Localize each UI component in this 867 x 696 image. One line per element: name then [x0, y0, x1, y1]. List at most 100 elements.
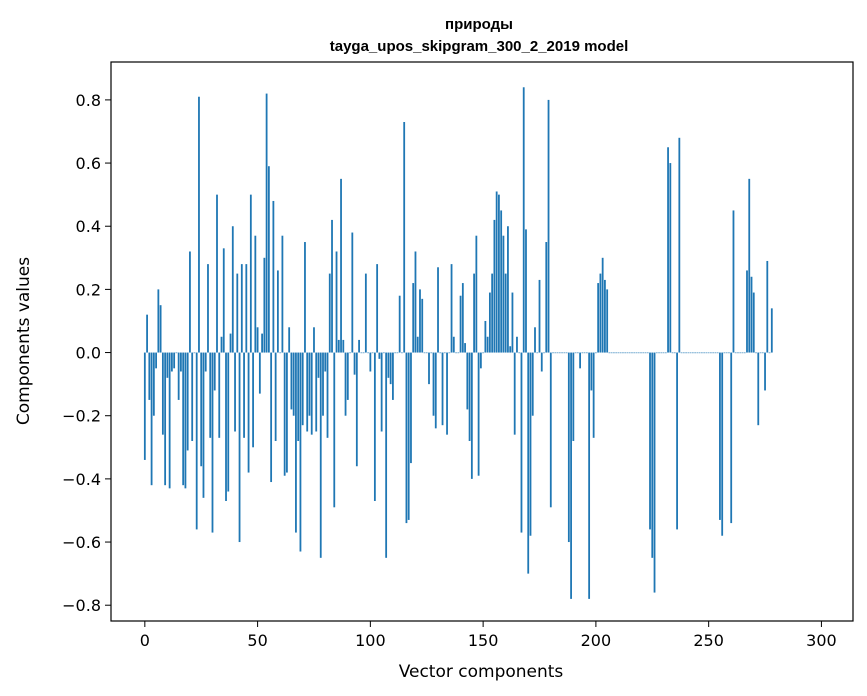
bar-57: [272, 200, 275, 353]
bar-192: [576, 352, 579, 354]
bar-68: [297, 352, 300, 441]
bar-79: [322, 352, 324, 416]
bar-36: [225, 352, 227, 501]
bar-70: [301, 352, 304, 426]
y-tick-label: −0.2: [62, 407, 101, 426]
bar-202: [599, 273, 602, 353]
bar-104: [378, 352, 381, 359]
bar-218: [635, 352, 638, 354]
bar-255: [719, 352, 721, 520]
bar-60: [279, 352, 282, 354]
bar-157: [498, 194, 500, 353]
bar-46: [247, 352, 250, 473]
bar-253: [714, 352, 717, 354]
bar-106: [382, 352, 385, 354]
bar-249: [705, 352, 708, 354]
bar-200: [594, 352, 597, 354]
bar-274: [761, 352, 764, 354]
bar-125: [425, 352, 428, 354]
bar-277: [768, 352, 771, 354]
bar-65: [290, 352, 293, 410]
bar-239: [682, 352, 685, 354]
bar-262: [734, 352, 737, 354]
bar-161: [507, 226, 509, 353]
bar-155: [493, 219, 496, 353]
bar-128: [432, 352, 435, 416]
bar-9: [164, 352, 167, 486]
bar-235: [673, 352, 676, 354]
bar-158: [500, 210, 503, 353]
bar-195: [583, 352, 586, 354]
bar-74: [310, 352, 313, 435]
bar-165: [516, 336, 518, 353]
bar-198: [590, 352, 593, 391]
bar-15: [177, 352, 180, 400]
bar-251: [710, 352, 712, 354]
bar-220: [640, 352, 642, 354]
bar-78: [319, 352, 322, 558]
bar-92: [351, 232, 354, 353]
bar-212: [622, 352, 624, 354]
y-tick-label: 0.8: [76, 91, 101, 110]
bar-225: [651, 352, 654, 558]
bar-7: [159, 305, 162, 353]
bar-261: [732, 210, 735, 353]
bar-107: [385, 352, 388, 558]
bar-276: [766, 260, 769, 353]
bar-89: [344, 352, 347, 416]
bar-98: [364, 273, 367, 353]
bar-199: [592, 352, 595, 438]
bar-58: [274, 352, 277, 441]
bar-248: [703, 352, 706, 354]
bar-67: [295, 352, 297, 533]
bar-159: [502, 235, 505, 353]
bar-71: [304, 242, 306, 353]
bar-49: [254, 235, 257, 353]
bar-120: [414, 251, 417, 353]
bar-48: [252, 352, 254, 448]
x-axis-label: Vector components: [399, 662, 564, 682]
bar-144: [468, 352, 471, 441]
bar-190: [572, 352, 575, 441]
bar-197: [588, 352, 591, 599]
bar-168: [522, 87, 525, 353]
bar-150: [482, 352, 485, 354]
bar-132: [441, 352, 444, 426]
bar-160: [504, 273, 507, 353]
plot-frame: [110, 61, 854, 622]
bar-122: [419, 289, 421, 353]
bar-86: [337, 339, 340, 353]
bar-205: [606, 289, 609, 353]
bar-222: [644, 352, 647, 354]
bar-63: [286, 352, 288, 473]
bar-90: [346, 352, 349, 400]
bar-126: [428, 352, 430, 385]
chart-title-line-2: tayga_upos_skipgram_300_2_2019 model: [330, 38, 629, 55]
chart-title-line-1: природы: [445, 16, 513, 33]
bar-268: [748, 178, 751, 353]
bar-260: [730, 352, 733, 524]
bar-245: [696, 352, 699, 354]
bar-238: [680, 352, 683, 354]
bar-50: [256, 327, 259, 353]
bar-20: [189, 251, 191, 353]
bar-14: [175, 352, 178, 354]
bar-45: [245, 264, 248, 353]
bar-176: [540, 352, 543, 372]
bar-209: [615, 352, 618, 354]
bar-82: [328, 273, 331, 353]
bar-121: [416, 336, 419, 353]
bar-193: [579, 352, 581, 369]
bar-135: [448, 352, 451, 354]
bar-173: [534, 327, 536, 353]
bar-148: [477, 352, 480, 476]
bar-145: [470, 352, 473, 479]
bar-118: [410, 352, 412, 464]
bar-182: [554, 352, 557, 354]
bar-111: [394, 352, 397, 354]
bar-127: [430, 352, 433, 354]
bar-115: [403, 122, 406, 353]
bar-243: [691, 352, 694, 354]
bar-19: [186, 352, 189, 451]
bar-72: [306, 352, 309, 432]
